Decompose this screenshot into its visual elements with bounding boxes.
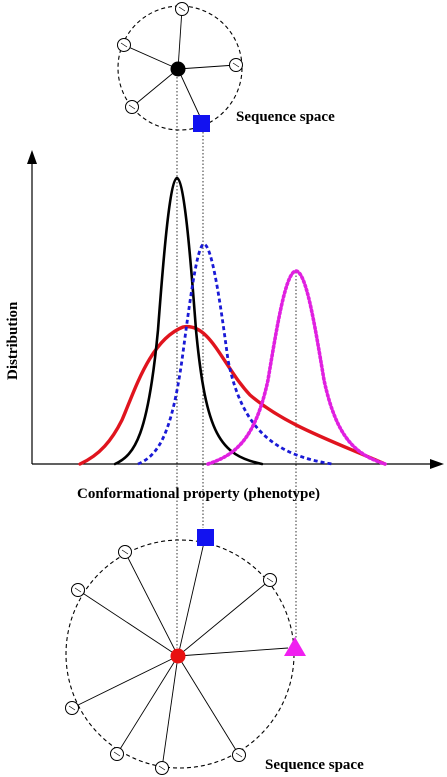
bottom-spoke <box>177 579 271 657</box>
top-spoke <box>177 8 183 70</box>
y-axis-arrow-icon <box>27 150 37 164</box>
bottom-spoke <box>177 647 289 657</box>
red-distribution-curve <box>78 325 387 466</box>
guide-lines <box>176 77 297 648</box>
top-spoke <box>177 64 237 70</box>
bottom-spoke <box>177 537 206 657</box>
bottom-sequence-space-label: Sequence space <box>265 757 364 773</box>
bottom-spoke <box>124 551 179 657</box>
top-blue-square-icon <box>193 115 210 132</box>
top-spoke <box>131 68 179 108</box>
top-sequence-network <box>117 2 243 132</box>
y-axis-label: Distribution <box>5 301 21 380</box>
bottom-spoke <box>77 589 179 657</box>
bottom-center-red-circle-icon <box>170 648 186 664</box>
top-sequence-space-label: Sequence space <box>236 109 335 125</box>
bottom-spoke <box>177 655 240 756</box>
top-center-filled-circle-icon <box>170 61 186 77</box>
top-spoke <box>123 44 179 70</box>
x-axis-arrow-icon <box>430 459 444 469</box>
blue-distribution-curve <box>137 242 333 466</box>
bottom-spoke <box>71 655 179 709</box>
black-distribution-curve <box>113 176 264 466</box>
bottom-magenta-triangle-icon <box>284 637 306 656</box>
bottom-sequence-network <box>65 529 306 775</box>
top-spoke <box>177 68 204 124</box>
bottom-spoke <box>116 655 179 755</box>
bottom-spoke <box>161 655 179 769</box>
distribution-curves <box>78 176 387 466</box>
x-axis-label: Conformational property (phenotype) <box>77 486 320 502</box>
bottom-blue-square-icon <box>197 529 214 546</box>
axes <box>27 150 444 469</box>
magenta-distribution-curve <box>206 269 387 466</box>
